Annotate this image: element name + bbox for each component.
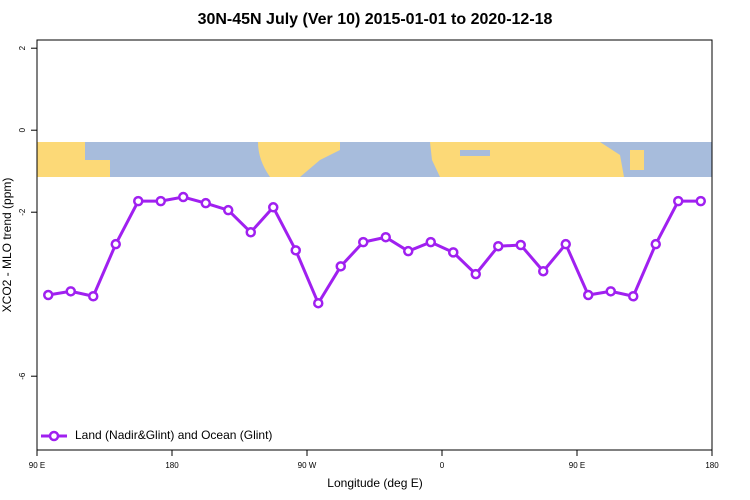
data-point [290, 245, 301, 256]
data-point [268, 202, 279, 213]
series-line [48, 195, 701, 307]
chart-title: 30N-45N July (Ver 10) 2015-01-01 to 2020… [198, 11, 553, 28]
data-point [133, 195, 144, 207]
data-point [628, 291, 639, 302]
data-point [425, 236, 436, 248]
data-point [155, 195, 166, 207]
y-tick-label: 0 [18, 127, 27, 132]
data-point [335, 261, 346, 272]
data-point [110, 238, 121, 250]
data-point [695, 195, 706, 207]
data-point [245, 227, 256, 238]
data-point [650, 238, 661, 250]
data-point [538, 265, 549, 277]
data-point [200, 197, 211, 209]
data-point [65, 286, 76, 297]
data-point [673, 195, 684, 207]
legend-marker [48, 430, 60, 442]
plot-frame [36, 39, 713, 451]
data-point [223, 204, 234, 216]
y-tick-label: -6 [18, 372, 27, 380]
y-tick-label: -2 [18, 208, 27, 216]
data-point [88, 291, 99, 302]
x-tick-label: 180 [705, 461, 719, 470]
map-band [37, 142, 712, 177]
data-point [358, 236, 369, 248]
x-tick-label: 90 E [569, 461, 585, 470]
y-axis-label: XCO2 - MLO trend (ppm) [0, 178, 14, 313]
data-point [43, 289, 54, 301]
data-point [470, 268, 481, 280]
data-point [560, 238, 571, 250]
x-tick-label: 90 E [29, 461, 45, 470]
data-point [605, 286, 616, 297]
legend-label: Land (Nadir&Glint) and Ocean (Glint) [75, 428, 272, 442]
data-point [515, 239, 526, 251]
x-tick-label: 90 W [298, 461, 317, 470]
x-axis-label: Longitude (deg E) [327, 476, 422, 490]
x-tick-label: 0 [440, 461, 445, 470]
data-point [313, 297, 324, 309]
x-tick-label: 180 [165, 461, 179, 470]
data-point [178, 191, 189, 203]
data-point [380, 231, 391, 243]
data-point [583, 289, 594, 301]
data-point [493, 240, 504, 252]
y-tick-label: 2 [18, 45, 27, 50]
data-point [403, 245, 414, 257]
data-point [448, 247, 459, 258]
